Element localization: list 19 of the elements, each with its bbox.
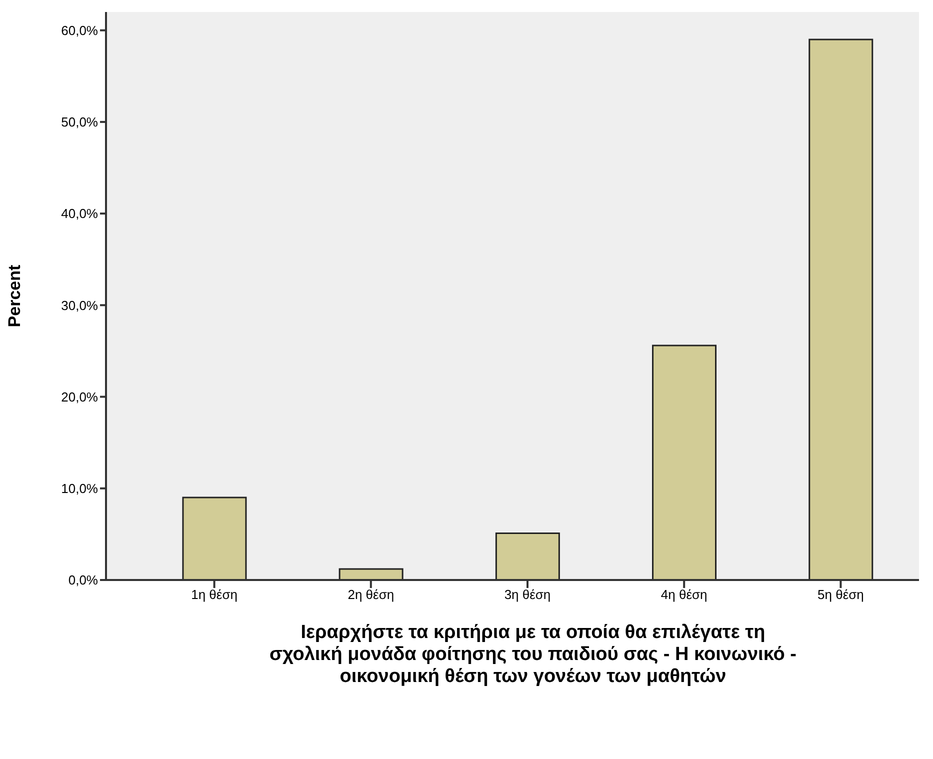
x-tick-label: 1η θέση [191, 587, 238, 602]
x-tick-label: 2η θέση [348, 587, 394, 602]
bar [652, 344, 717, 580]
x-axis-title: Ιεραρχήστε τα κριτήρια με τα οποία θα επιλέγατε τη σχολική μονάδα φοίτησης του παιδιού σας - Η κοινωνικό - οικονομική θέση των γονέων των μαθητών [268, 622, 798, 688]
y-tick-label: 50,0% [61, 114, 98, 130]
bar [338, 568, 404, 580]
y-axis-title: Percent [5, 264, 24, 328]
y-tick-label: 40,0% [61, 206, 98, 222]
y-tick-label: 30,0% [61, 298, 98, 313]
y-tick-label: 20,0% [61, 389, 98, 404]
x-tick-label: 4η θέση [660, 587, 708, 602]
bar [808, 38, 874, 580]
bar [182, 496, 247, 580]
y-tick-label: 0,0% [68, 572, 98, 588]
y-tick-label: 10,0% [61, 481, 98, 496]
x-tick-label: 5η θέση [818, 587, 864, 602]
y-tick-label: 60,0% [61, 22, 98, 38]
bar [495, 532, 560, 580]
x-tick-label: 3η θέση [504, 587, 551, 602]
